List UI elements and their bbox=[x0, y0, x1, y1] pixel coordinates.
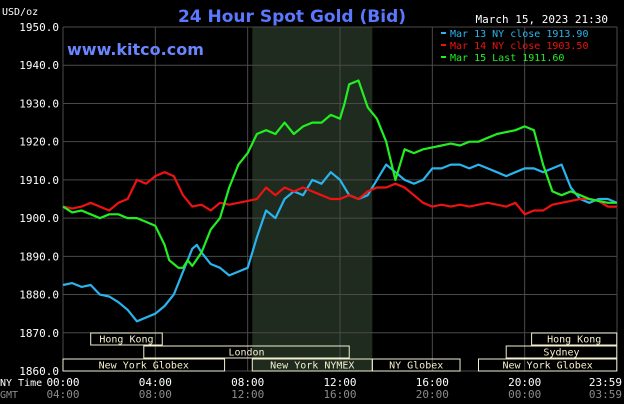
chart-title: 24 Hour Spot Gold (Bid) bbox=[178, 7, 406, 27]
ny-time-label: NY Time bbox=[0, 378, 42, 389]
session-label: Hong Kong bbox=[547, 335, 601, 346]
session-box bbox=[531, 332, 618, 346]
legend-swatch bbox=[441, 32, 446, 34]
y-tick-label: 1860.0 bbox=[19, 365, 59, 378]
x-tick-gmt: 12:00 bbox=[231, 388, 264, 401]
session-box bbox=[371, 358, 461, 372]
x-tick-ny: 08:00 bbox=[231, 376, 264, 389]
gmt-label: GMT bbox=[0, 390, 18, 401]
y-axis-ticks: 1950.0 1940.0 1930.0 1920.0 1910.0 1900.0 1890… bbox=[19, 21, 59, 378]
session-label: London bbox=[228, 348, 264, 359]
highlight-band bbox=[252, 27, 373, 371]
y-tick-label: 1910.0 bbox=[19, 174, 59, 187]
y-tick-label: 1870.0 bbox=[19, 327, 59, 340]
x-tick-ny: 04:00 bbox=[139, 376, 172, 389]
session-label: New York Globex bbox=[502, 361, 592, 372]
datetime-label: March 15, 2023 21:30 bbox=[476, 13, 608, 26]
x-tick-ny: 23:59 bbox=[589, 376, 622, 389]
session-box bbox=[505, 345, 618, 359]
x-tick-ny: 12:00 bbox=[323, 376, 356, 389]
series-line bbox=[62, 171, 617, 216]
y-tick-label: 1950.0 bbox=[19, 21, 59, 34]
x-tick-ny: 20:00 bbox=[508, 376, 541, 389]
x-tick-gmt: 03:59 bbox=[589, 388, 622, 401]
y-tick-label: 1920.0 bbox=[19, 136, 59, 149]
series-lines bbox=[62, 79, 618, 323]
x-tick-gmt: 08:00 bbox=[139, 388, 172, 401]
x-axis-ticks: NY TimeGMT00:0004:0004:0008:0008:0012:00… bbox=[0, 376, 622, 401]
website-label[interactable]: www.kitco.com bbox=[67, 40, 204, 59]
y-tick-label: 1890.0 bbox=[19, 250, 59, 263]
legend-entry: Mar 15 Last 1911.60 bbox=[450, 53, 564, 64]
session-label: Sydney bbox=[543, 348, 579, 359]
series-line bbox=[62, 79, 617, 269]
x-tick-gmt: 04:00 bbox=[46, 388, 79, 401]
series-line bbox=[62, 163, 618, 323]
legend-swatch bbox=[441, 44, 446, 46]
units-label: USD/oz bbox=[2, 7, 38, 18]
y-tick-label: 1940.0 bbox=[19, 59, 59, 72]
session-box bbox=[143, 345, 350, 359]
session-label: New York Globex bbox=[99, 361, 189, 372]
session-box bbox=[90, 332, 163, 346]
plot-area-background bbox=[252, 27, 373, 371]
session-label: NY Globex bbox=[389, 361, 443, 372]
y-tick-label: 1880.0 bbox=[19, 289, 59, 302]
x-tick-gmt: 16:00 bbox=[323, 388, 356, 401]
legend-entry: Mar 13 NY close 1913.90 bbox=[450, 29, 588, 40]
y-tick-label: 1930.0 bbox=[19, 97, 59, 110]
session-box bbox=[62, 358, 226, 372]
session-label: New York NYMEX bbox=[270, 361, 354, 372]
session-box bbox=[478, 358, 618, 372]
legend-entry: Mar 14 NY close 1903.50 bbox=[450, 41, 588, 52]
x-tick-ny: 16:00 bbox=[416, 376, 449, 389]
x-tick-ny: 00:00 bbox=[46, 376, 79, 389]
trading-sessions: Hong Kong London New York Globex New York N… bbox=[62, 332, 618, 372]
x-tick-gmt: 00:00 bbox=[508, 388, 541, 401]
x-tick-gmt: 20:00 bbox=[416, 388, 449, 401]
legend-swatch bbox=[441, 56, 446, 58]
y-tick-label: 1900.0 bbox=[19, 212, 59, 225]
session-label: Hong Kong bbox=[99, 335, 153, 346]
